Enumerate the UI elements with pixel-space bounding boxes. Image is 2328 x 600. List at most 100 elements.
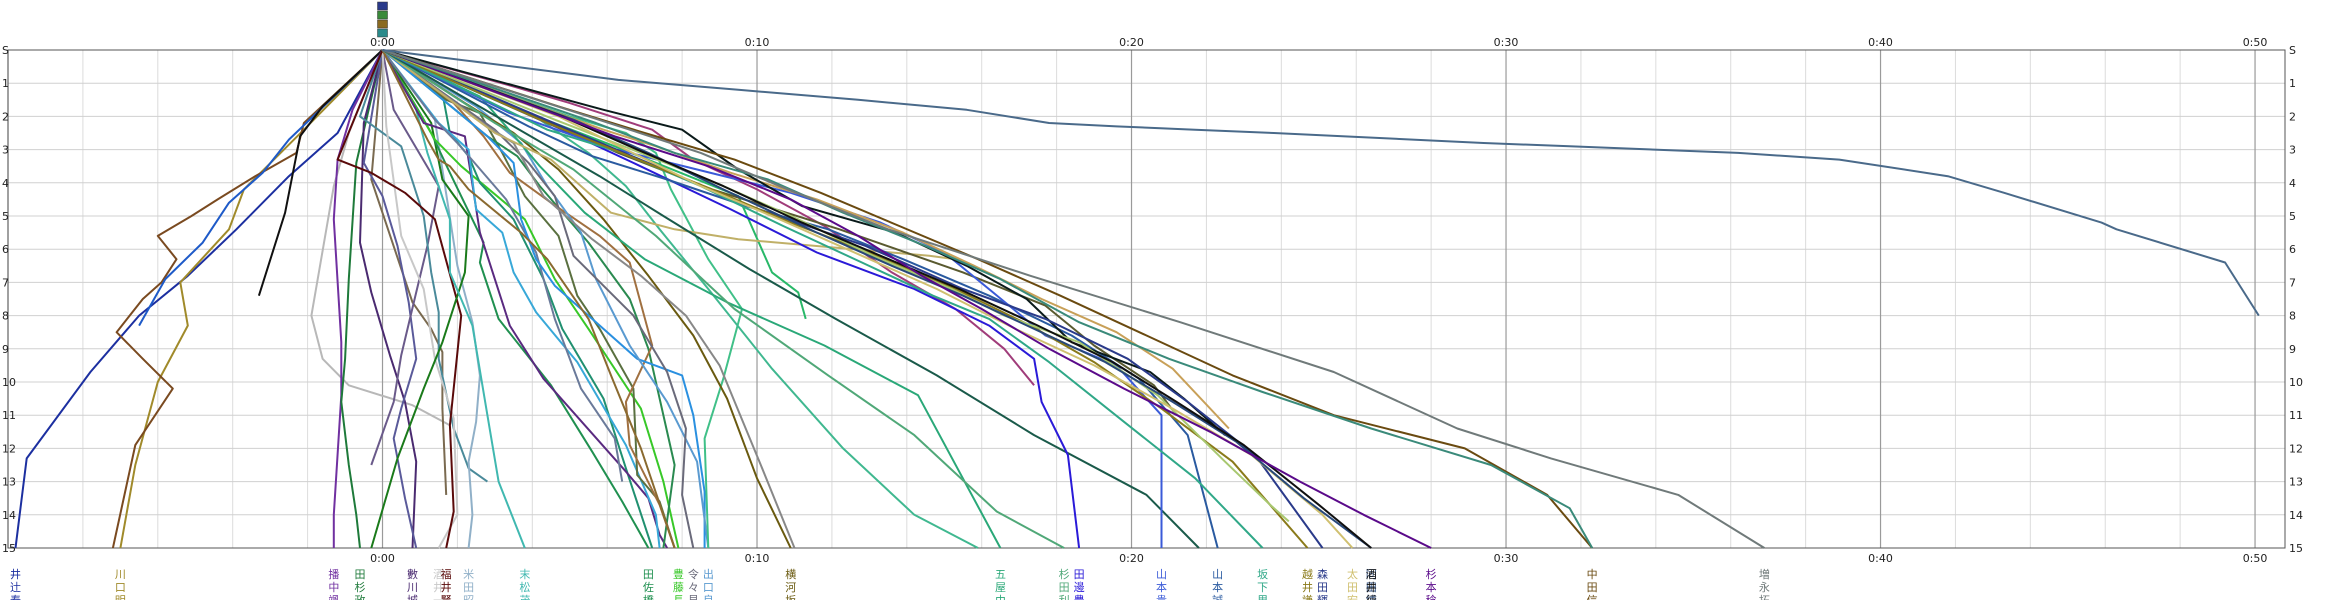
x-tick-label-bottom: 0:20 [1119, 552, 1144, 565]
series-name-label: 貴 [1156, 593, 1167, 600]
series-name-label: 井 [10, 567, 21, 581]
series-name-label: 田 [1317, 581, 1328, 594]
series-name-label: 横 [785, 567, 796, 581]
series-name-label: 謙 [1302, 594, 1313, 600]
y-tick-label-left: 11 [2, 409, 16, 422]
x-tick-label-bottom: 0:40 [1868, 552, 1893, 565]
series-name-label: 米 [463, 568, 474, 581]
tick-labels: 0:00 0:00 0:10 0:10 0:20 0:20 0:30 0:30 0:40 0:40… [2, 36, 2303, 565]
y-tick-label-left: 14 [2, 509, 16, 522]
series-name-label: 播 [328, 567, 339, 581]
series-name-label: 森 [1317, 567, 1328, 581]
series-name-label: 末 [519, 567, 530, 581]
series-name-label: 長 [673, 594, 684, 600]
start-marker-block [377, 10, 388, 20]
series-name-label: 行 [1366, 594, 1377, 600]
y-tick-label-left: 3 [2, 144, 9, 157]
start-marker [377, 1, 388, 38]
series-line-50 [382, 49, 1309, 549]
series-line-20 [381, 49, 680, 549]
y-tick-label-right: 12 [2289, 442, 2303, 455]
series-name-label: 田 [463, 581, 474, 594]
y-tick-label-left: S [2, 44, 9, 57]
x-tick-label-top: 0:40 [1868, 36, 1893, 49]
y-tick-label-right: 4 [2289, 177, 2296, 190]
series-name-label: 坂 [1257, 568, 1268, 581]
series-name-label: 令 [688, 567, 699, 581]
series-line-37 [382, 49, 1002, 549]
series-name-label: 中 [328, 581, 339, 594]
y-tick-label-left: 12 [2, 442, 16, 455]
series-name-label: 増 [1759, 568, 1770, 581]
series-line-10 [370, 49, 448, 495]
series-name-label: 五 [995, 568, 1006, 581]
series-name-label: 井 [441, 580, 452, 594]
series-name-label: 井 [1302, 580, 1313, 594]
series-line-19 [381, 49, 650, 549]
series-name-label: 下 [1257, 581, 1268, 594]
series-name-label: 見 [688, 594, 699, 600]
series-line-59 [382, 49, 2260, 317]
series-name-label: 橋 [643, 593, 654, 600]
series-name-label: 豊 [1074, 594, 1085, 600]
series-name-label: 々 [688, 581, 699, 594]
series-line-7 [332, 49, 384, 548]
series-name-label: 田 [1074, 568, 1085, 581]
series-name-label: 酒 [433, 568, 444, 581]
y-tick-label-right: 8 [2289, 310, 2296, 323]
series-line-25 [381, 49, 676, 549]
series-name-label: 數 [407, 568, 418, 581]
series-name-label: 拓 [1759, 593, 1770, 600]
y-tick-label-left: 4 [2, 177, 9, 190]
y-tick-label-right: 11 [2289, 409, 2303, 422]
series-line-27 [381, 49, 676, 549]
y-tick-label-right: 1 [2289, 77, 2296, 90]
series-name-label: 口 [115, 581, 126, 594]
series-name-label: 井 [433, 580, 444, 594]
series-name-label: 本 [1156, 580, 1167, 594]
y-tick-label-right: 7 [2289, 276, 2296, 289]
y-tick-label-left: 8 [2, 310, 9, 323]
x-tick-label-top: 0:00 [370, 36, 395, 49]
series-line-29 [381, 49, 676, 549]
series-line-28 [381, 49, 706, 548]
series-name-label: 田 [1366, 581, 1377, 594]
series-line-3 [111, 49, 384, 549]
y-tick-label-right: 5 [2289, 210, 2296, 223]
start-marker-block [377, 28, 388, 38]
series-name-label: 由 [995, 593, 1006, 600]
series-line-11 [362, 49, 418, 549]
y-tick-label-right: 9 [2289, 343, 2296, 356]
y-tick-label-left: 6 [2, 243, 9, 256]
series-line-14 [381, 49, 459, 549]
series-line-54 [382, 49, 1372, 549]
series-name-label: 川 [115, 568, 126, 581]
series-name-label: 太 [1347, 568, 1358, 581]
series-name-label: 杉 [1059, 567, 1070, 581]
y-tick-label-right: S [2289, 44, 2296, 57]
x-tick-label-top: 0:50 [2243, 36, 2268, 49]
series-name-label: 政 [355, 593, 366, 600]
series-name-label: 辻 [10, 580, 21, 594]
series-name-label: 豊 [673, 568, 684, 581]
y-tick-label-left: 1 [2, 77, 9, 90]
series-line-47 [382, 49, 1264, 549]
series-name-label: 寿 [10, 593, 21, 600]
series-line-36 [382, 49, 979, 549]
x-tick-label-top: 0:10 [745, 36, 770, 49]
series-line-24 [381, 49, 676, 549]
series-name-label: 酒 [1366, 568, 1377, 581]
series-name-label: 山 [1212, 568, 1223, 581]
series-line-21 [381, 49, 654, 549]
y-tick-label-left: 2 [2, 110, 9, 123]
series-name-labels: 井辻寿川口明播中颯田杉政數川城酒井一福井賢米田昭末松茂田佐橋鶴豊藤長渡出口良令々… [10, 567, 1770, 600]
series-name-label: 田 [1059, 581, 1070, 594]
y-tick-label-right: 10 [2289, 376, 2303, 389]
series-line-48 [382, 49, 1226, 436]
y-tick-label-left: 7 [2, 276, 9, 289]
series-line-55 [382, 49, 1432, 549]
series-name-label: 坂 [785, 594, 796, 600]
series-line-31 [381, 49, 695, 549]
series-name-label: 口 [703, 581, 714, 594]
start-marker-block [377, 19, 388, 29]
